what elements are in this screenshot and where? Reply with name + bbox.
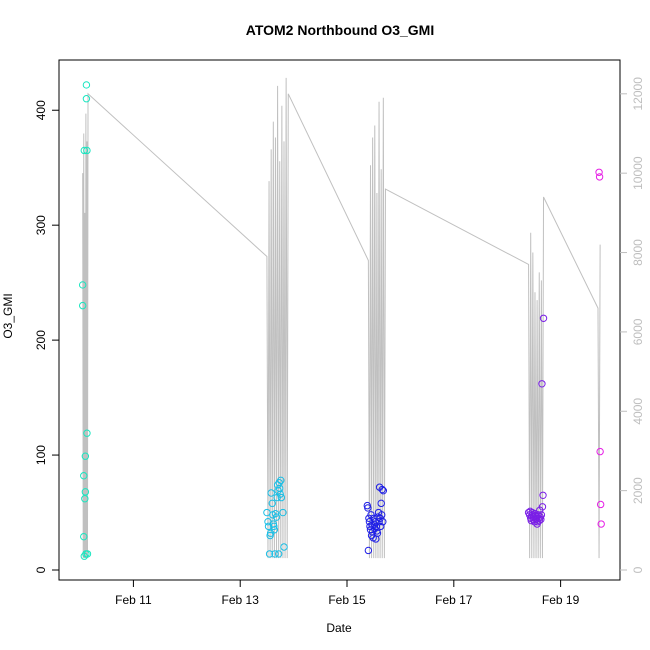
altitude-line [82, 77, 601, 559]
o3-point [83, 146, 91, 155]
o3-point [595, 173, 604, 181]
o3-point [277, 493, 286, 502]
o3-point [270, 526, 279, 534]
y-tick-label: 0 [34, 566, 48, 573]
x-tick-label: Feb 11 [115, 593, 152, 607]
o3-point [82, 95, 91, 103]
o3-point [78, 281, 87, 289]
o3-points-layer [78, 81, 605, 560]
y2-tick-label: 12000 [631, 77, 645, 111]
x-axis: Feb 11 Feb 13 Feb 15 Feb 17 Feb 19 [115, 580, 580, 607]
o3-point [279, 508, 287, 517]
o3-point [83, 550, 92, 558]
y2-tick-label: 0 [631, 566, 645, 573]
o3-point [537, 515, 545, 524]
o3-point [375, 518, 383, 526]
y-tick-label: 300 [34, 215, 48, 235]
o3-point [276, 490, 284, 498]
o3-point [274, 550, 283, 558]
o3-point [270, 522, 278, 531]
y-tick-label: 200 [34, 330, 48, 350]
o3-point [81, 488, 90, 496]
o3-point [596, 447, 604, 456]
o3-point [271, 509, 280, 518]
o3-point [271, 550, 279, 558]
o3-point [81, 452, 90, 460]
o3-point [268, 499, 276, 508]
o3-point [364, 546, 373, 555]
o3-point [82, 81, 91, 89]
o3-point [80, 532, 88, 541]
x-axis-label: Date [326, 621, 352, 635]
o3-point [596, 500, 605, 509]
y-axis-right: 0 2000 4000 6000 8000 10000 12000 [620, 77, 645, 573]
o3-point [80, 146, 88, 155]
o3-point [277, 476, 285, 485]
plot-frame [58, 59, 621, 581]
o3-point [376, 522, 385, 531]
o3-point [276, 484, 284, 493]
chart-title: ATOM2 Northbound O3_GMI [246, 22, 434, 38]
o3-point [379, 518, 387, 526]
o3-point [538, 503, 547, 511]
x-tick-label: Feb 17 [435, 593, 473, 607]
y2-tick-label: 6000 [631, 318, 645, 345]
y2-tick-label: 8000 [631, 239, 645, 266]
o3-point [373, 529, 382, 537]
x-tick-label: Feb 15 [328, 593, 366, 607]
y2-tick-label: 2000 [631, 477, 645, 504]
x-tick-label: Feb 19 [542, 593, 580, 607]
y2-tick-label: 10000 [631, 156, 645, 190]
y-axis-label: O3_GMI [1, 293, 15, 338]
o3-point [539, 314, 548, 322]
x-tick-label: Feb 13 [222, 593, 260, 607]
o3-point [364, 504, 372, 512]
y-tick-label: 100 [34, 445, 48, 465]
y-axis-left: 0 100 200 300 400 [34, 100, 59, 573]
o3-point [83, 429, 91, 437]
o3-point [378, 485, 386, 494]
o3-point [272, 513, 281, 521]
y2-tick-label: 4000 [631, 398, 645, 425]
o3-point [595, 168, 603, 176]
o3-point [280, 543, 288, 551]
o3-point [78, 301, 87, 310]
o3-point [379, 486, 388, 495]
o3-point [267, 489, 275, 497]
o3-point [80, 472, 88, 480]
o3-point [275, 478, 283, 487]
y-tick-label: 400 [34, 100, 48, 120]
o3-point [538, 380, 546, 388]
o3-point [265, 550, 274, 558]
o3-point [264, 522, 273, 531]
o3-point [597, 520, 605, 528]
altitude-line-layer [82, 77, 601, 559]
o3-point [539, 491, 547, 499]
o3-point [377, 499, 385, 508]
o3-point [537, 511, 546, 519]
o3-point [378, 511, 386, 519]
o3-point [81, 495, 89, 503]
